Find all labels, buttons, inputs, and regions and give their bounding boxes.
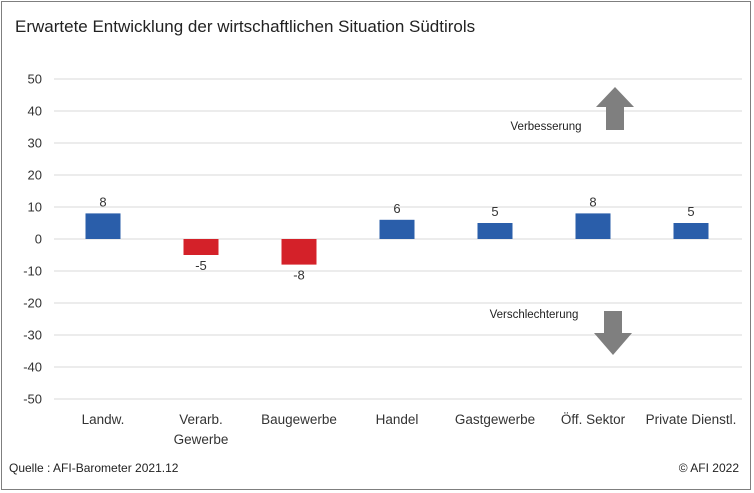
annotation-improvement: Verbesserung	[511, 121, 582, 133]
x-category-label: Baugewerbe	[261, 412, 337, 427]
data-label: 8	[99, 194, 106, 209]
y-tick-label: -40	[23, 360, 42, 375]
x-category-label: Verarb.	[179, 412, 223, 427]
data-label: -5	[195, 258, 207, 273]
y-tick-label: -30	[23, 328, 42, 343]
y-tick-label: 50	[28, 72, 42, 87]
data-label: 6	[393, 201, 400, 216]
y-tick-label: 20	[28, 168, 42, 183]
data-label: 5	[491, 204, 498, 219]
bar	[575, 213, 611, 239]
source-note: Quelle : AFI-Barometer 2021.12	[9, 461, 179, 475]
y-tick-label: 30	[28, 136, 42, 151]
data-label: 8	[589, 194, 596, 209]
data-label: 5	[687, 204, 694, 219]
y-tick-label: 0	[35, 232, 42, 247]
annotation-deterioration: Verschlechterung	[490, 309, 579, 321]
copyright-note: © AFI 2022	[678, 461, 739, 475]
y-tick-label: 10	[28, 200, 42, 215]
bar	[281, 239, 317, 265]
arrow-up-icon	[596, 87, 634, 130]
y-tick-label: -20	[23, 296, 42, 311]
x-category-label: Private Dienstl.	[646, 412, 737, 427]
y-tick-label: -10	[23, 264, 42, 279]
x-category-label: Landw.	[82, 412, 125, 427]
x-category-label: Öff. Sektor	[561, 412, 626, 427]
chart-title: Erwartete Entwicklung der wirtschaftlich…	[15, 17, 476, 36]
bar	[673, 223, 709, 239]
data-label: -8	[293, 268, 305, 283]
bar	[379, 219, 415, 239]
y-tick-label: 40	[28, 104, 42, 119]
x-category-label: Gewerbe	[174, 432, 229, 447]
bar	[183, 239, 219, 255]
bar	[85, 213, 121, 239]
arrow-down-icon	[594, 311, 632, 355]
x-category-label: Handel	[376, 412, 419, 427]
bar	[477, 223, 513, 239]
x-category-label: Gastgewerbe	[455, 412, 535, 427]
y-tick-label: -50	[23, 392, 42, 407]
